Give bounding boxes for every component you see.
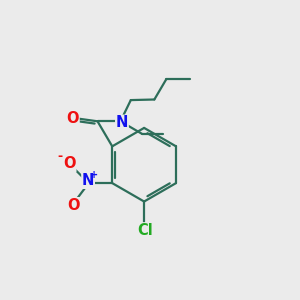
Text: Cl: Cl: [138, 223, 154, 238]
Text: N: N: [116, 115, 128, 130]
Text: O: O: [63, 157, 76, 172]
Text: O: O: [67, 111, 79, 126]
Text: N: N: [82, 173, 94, 188]
Text: O: O: [67, 198, 79, 213]
Text: +: +: [90, 170, 98, 180]
Text: -: -: [58, 150, 63, 163]
